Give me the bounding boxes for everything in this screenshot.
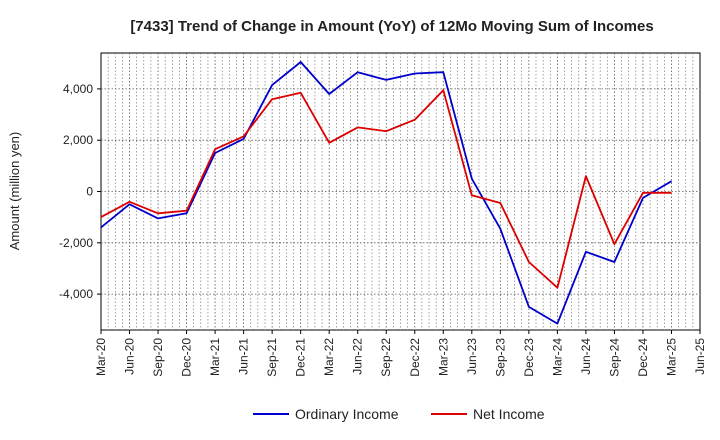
legend-label: Net Income — [473, 406, 545, 422]
x-tick-label: Jun-23 — [465, 338, 479, 375]
y-tick-label: 0 — [86, 185, 93, 199]
x-tick-label: Sep-22 — [379, 338, 393, 377]
x-tick-label: Mar-23 — [436, 338, 450, 376]
legend: Ordinary Income Net Income — [253, 406, 545, 422]
x-tick-label: Dec-24 — [636, 338, 650, 377]
x-tick-label: Jun-24 — [579, 338, 593, 375]
x-tick-label: Mar-21 — [208, 338, 222, 376]
x-tick-label: Mar-20 — [94, 338, 108, 376]
legend-label: Ordinary Income — [295, 406, 399, 422]
x-tick-label: Mar-25 — [664, 338, 678, 376]
x-tick-label: Jun-21 — [237, 338, 251, 375]
x-tick-label: Sep-21 — [265, 338, 279, 377]
x-tick-label: Jun-25 — [693, 338, 707, 375]
y-tick-label: -4,000 — [59, 287, 93, 301]
x-tick-label: Sep-23 — [493, 338, 507, 377]
series-line-net-income — [100, 89, 672, 289]
x-tick-label: Sep-24 — [607, 338, 621, 377]
x-tick-label: Jun-22 — [351, 338, 365, 375]
x-axis: Mar-20 Jun-20 Sep-20 Dec-20 Mar-21 Jun-21 Sep-… — [94, 330, 707, 377]
x-tick-label: Mar-22 — [322, 338, 336, 376]
x-tick-label: Dec-20 — [180, 338, 194, 377]
y-axis: -4,000 -2,000 0 2,000 4,000 — [59, 82, 101, 301]
x-tick-label: Dec-21 — [294, 338, 308, 377]
y-tick-label: -2,000 — [59, 236, 93, 250]
grid — [101, 53, 700, 330]
chart-title: [7433] Trend of Change in Amount (YoY) o… — [130, 18, 653, 35]
y-tick-label: 4,000 — [63, 82, 93, 96]
x-tick-label: Dec-22 — [408, 338, 422, 377]
y-axis-label: Amount (million yen) — [7, 132, 22, 251]
x-tick-label: Dec-23 — [522, 338, 536, 377]
series-layer — [100, 61, 672, 325]
x-tick-label: Mar-24 — [550, 338, 564, 376]
x-tick-label: Jun-20 — [123, 338, 137, 375]
x-tick-label: Sep-20 — [151, 338, 165, 377]
y-tick-label: 2,000 — [63, 133, 93, 147]
series-line-ordinary-income — [100, 61, 672, 325]
